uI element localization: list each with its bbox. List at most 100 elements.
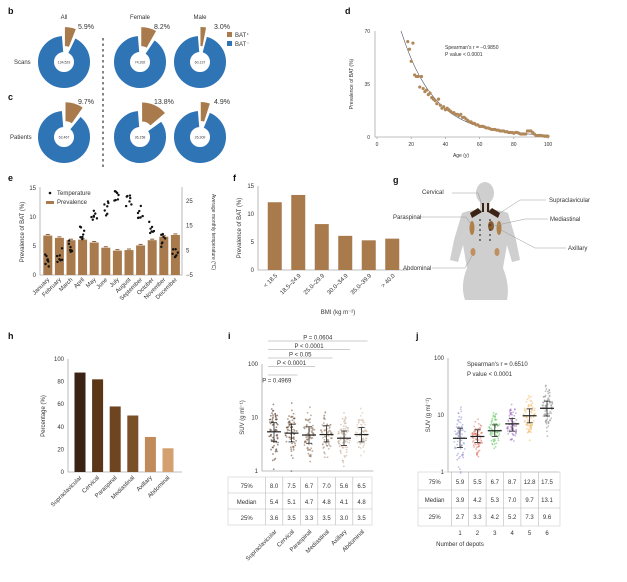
data-point xyxy=(436,97,441,101)
y2-tick-label: 5 xyxy=(186,248,190,254)
y-tick-label: 0 xyxy=(251,268,255,274)
swarm-dot xyxy=(309,435,311,438)
swarm-dot xyxy=(532,419,535,422)
swarm-dot xyxy=(512,411,514,414)
swarm-dot xyxy=(475,448,478,450)
swarm-dot xyxy=(338,439,340,442)
swarm-dot xyxy=(523,421,526,423)
temperature-point xyxy=(163,237,167,240)
depot-paraspinal xyxy=(489,224,491,226)
y-tick-label: 15 xyxy=(247,184,254,190)
swarm-dot xyxy=(547,392,550,395)
depot-abdominal-right xyxy=(494,248,500,256)
swarm-dot xyxy=(290,448,293,451)
donut-slice-bat-positive xyxy=(200,27,207,47)
swarm-dot xyxy=(344,422,347,425)
donut-center-count: 134,529 xyxy=(58,61,71,65)
swarm-dot xyxy=(293,430,296,432)
swarm-dot xyxy=(458,425,460,428)
swarm-dot xyxy=(497,439,500,442)
swarm-dot xyxy=(345,454,348,457)
swarm-dot xyxy=(515,432,517,435)
swarm-dot xyxy=(526,398,529,401)
depot-count-label: 3 xyxy=(493,531,497,537)
swarm-dot xyxy=(542,404,545,407)
swarm-dot xyxy=(508,414,511,417)
swarm-dot xyxy=(272,468,275,471)
temperature-point xyxy=(104,214,108,217)
swarm-dot xyxy=(542,415,545,417)
swarm-dot xyxy=(550,417,553,420)
temperature-point xyxy=(44,262,47,266)
swarm-dot xyxy=(547,425,550,428)
swarm-dot xyxy=(271,410,274,412)
swarm-dot xyxy=(291,442,293,445)
table-cell: 7.0 xyxy=(322,484,331,490)
swarm-dot xyxy=(527,394,530,397)
swarm-dot xyxy=(307,443,310,446)
swarm-dot xyxy=(325,442,327,445)
swarm-dot xyxy=(488,425,491,428)
swarm-dot xyxy=(533,412,536,415)
swarm-dot xyxy=(460,410,463,413)
swarm-dot xyxy=(459,421,462,424)
temperature-point xyxy=(130,203,133,206)
axis-d xyxy=(374,31,548,138)
temperature-point xyxy=(139,204,143,208)
swarm-dot xyxy=(529,425,532,427)
swarm-dot xyxy=(454,447,456,450)
temperature-point xyxy=(79,226,83,229)
annotation-p-value: P value < 0.0001 xyxy=(467,372,513,378)
swarm-dot xyxy=(290,402,293,404)
table-cell: 4.2 xyxy=(491,515,500,521)
depot-paraspinal xyxy=(489,234,491,236)
swarm-dot xyxy=(546,435,549,437)
swarm-dot xyxy=(529,431,532,434)
swarm-dot xyxy=(524,411,527,414)
table-cell: 7.3 xyxy=(525,515,534,521)
depot-label: Paraspinal xyxy=(393,215,421,221)
swarm-dot xyxy=(548,394,551,397)
swarm-dot xyxy=(489,423,492,426)
swarm-dot xyxy=(476,451,479,454)
temperature-point xyxy=(139,216,142,219)
swarm-dot xyxy=(273,458,276,461)
y-tick-label: 40 xyxy=(57,425,64,431)
annotation-p-value: P value < 0.0001 xyxy=(445,52,483,58)
swarm-dot xyxy=(493,438,496,440)
swarm-dot xyxy=(530,416,532,419)
swarm-dot xyxy=(269,418,272,421)
swarm-dot xyxy=(343,435,346,438)
swarm-dot xyxy=(460,439,463,442)
temperature-point xyxy=(47,260,50,263)
table-cell: 5.4 xyxy=(270,500,279,506)
body-diagram xyxy=(418,182,566,300)
body-neck xyxy=(480,200,490,210)
swarm-dot xyxy=(284,434,287,437)
swarm-dot xyxy=(346,426,349,429)
swarm-dot xyxy=(271,459,274,462)
swarm-dot xyxy=(311,450,314,452)
swarm-dot xyxy=(457,420,460,423)
swarm-dot xyxy=(477,450,480,453)
legend-swatch-bat-negative xyxy=(227,41,232,46)
swarm-dot xyxy=(480,424,483,427)
temperature-point xyxy=(160,242,164,245)
swarm-dot xyxy=(288,421,291,424)
legend-prevalence-swatch xyxy=(46,201,54,204)
temperature-point xyxy=(56,260,59,264)
swarm-dot xyxy=(323,451,326,454)
swarm-dot xyxy=(477,427,480,430)
swarm-dot xyxy=(309,421,311,424)
swarm-dot xyxy=(480,439,482,442)
temperature-point xyxy=(160,245,163,249)
swarm-dot xyxy=(286,418,289,420)
swarm-dot xyxy=(293,417,295,420)
swarm-dot xyxy=(471,436,474,439)
swarm-dot xyxy=(530,426,533,429)
swarm-dot xyxy=(528,396,531,399)
swarm-dot xyxy=(327,431,330,433)
swarm-dot xyxy=(489,432,492,435)
swarm-dot xyxy=(327,434,330,437)
x-tick-label: 80 xyxy=(511,142,517,148)
